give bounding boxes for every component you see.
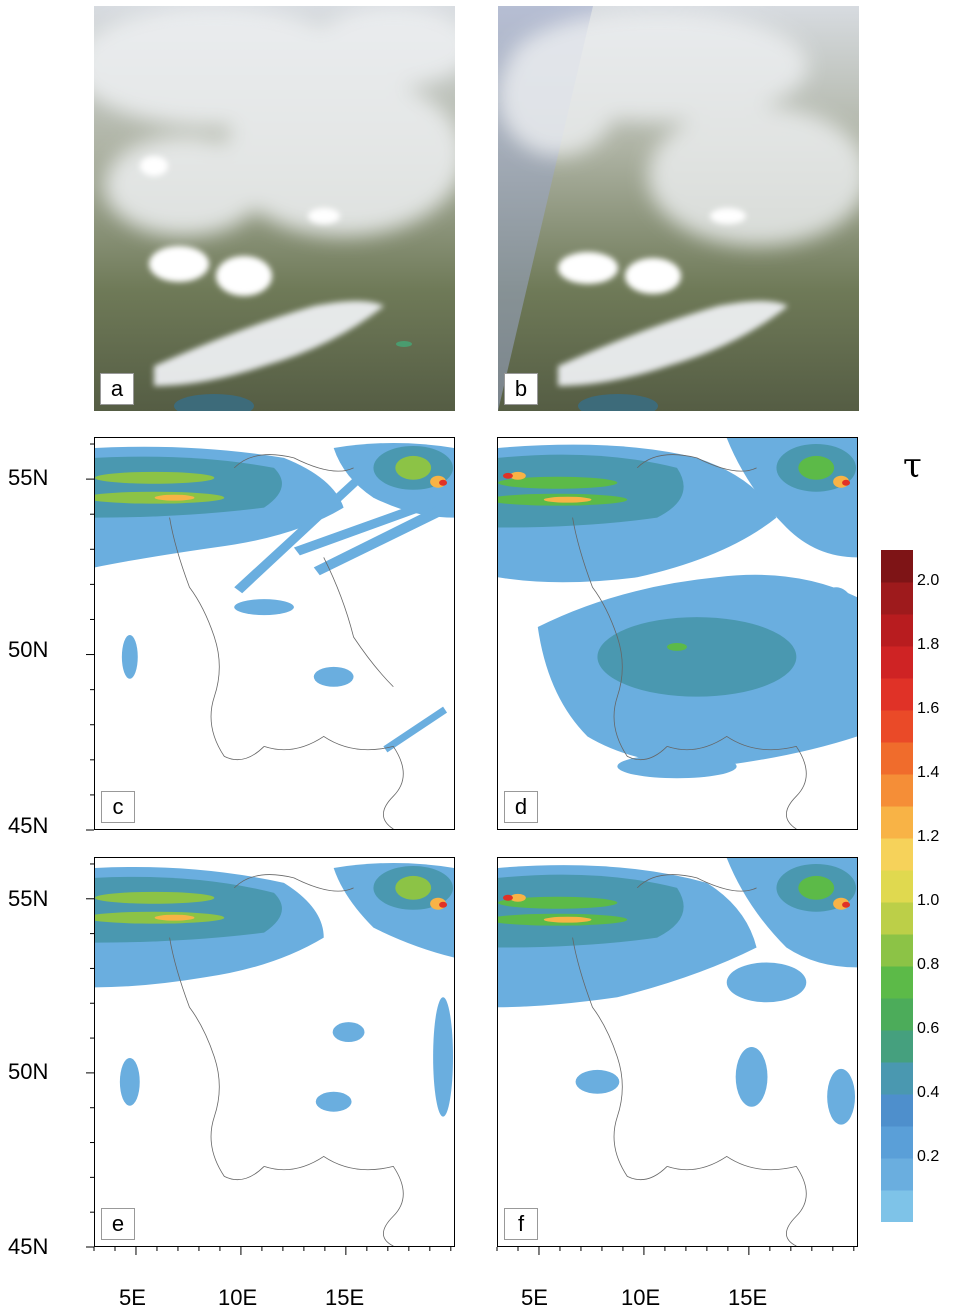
colorbar-segment [881,614,913,647]
map-panel-c: c [94,437,455,830]
colorbar-tick-label: 1.6 [917,700,940,717]
colorbar-segment [881,550,913,583]
panel-label-e: e [101,1208,135,1240]
colorbar-segment [881,806,913,839]
satellite-imagery-a [94,6,455,411]
lon-label-5e-right: 5E [521,1285,548,1310]
colorbar-tick-label: 1.4 [917,764,940,781]
tau-field-d [498,438,857,829]
colorbar-segment [881,998,913,1031]
colorbar-segment [881,1062,913,1095]
colorbar-tick-label: 0.8 [917,956,940,973]
colorbar-title: τ [903,446,922,486]
map-panel-e: e [94,857,455,1247]
colorbar-segment [881,1094,913,1127]
colorbar-tick-label: 0.4 [917,1084,940,1101]
lon-label-5e-left: 5E [119,1285,146,1310]
panel-label-b: b [504,373,538,405]
colorbar-segment [881,646,913,679]
lat-label-50n-top: 50N [8,637,49,662]
colorbar-segment [881,1190,913,1222]
colorbar-tick-label: 0.2 [917,1148,940,1165]
colorbar-segment [881,838,913,871]
colorbar-segment [881,774,913,807]
satellite-imagery-b [498,6,859,411]
tau-field-c [95,442,454,829]
map-panel-d: d [497,437,858,830]
colorbar-tick-label: 1.0 [917,892,940,909]
satellite-image-b: b [498,6,859,411]
tau-field-e [95,862,454,1246]
lat-label-55n-bottom: 55N [8,886,49,911]
lon-label-15e-right: 15E [728,1285,768,1310]
satellite-image-a: a [94,6,455,411]
colorbar-tick-label: 2.0 [917,572,940,589]
colorbar-segment [881,966,913,999]
colorbar-segment [881,710,913,743]
panel-label-f: f [504,1208,538,1240]
lat-label-55n-top: 55N [8,465,49,490]
colorbar-segment [881,678,913,711]
map-panel-f: f [497,857,858,1247]
panel-label-c: c [101,791,135,823]
colorbar-segment [881,902,913,935]
colorbar [881,550,913,1222]
lon-label-15e-left: 15E [325,1285,365,1310]
colorbar-segment [881,1030,913,1063]
lon-label-10e-right: 10E [621,1285,661,1310]
tau-field-f [498,858,857,1246]
colorbar-tick-label: 1.8 [917,636,940,653]
colorbar-tick-label: 1.2 [917,828,940,845]
panel-label-a: a [100,373,134,405]
colorbar-segment [881,870,913,903]
colorbar-tick-label: 0.6 [917,1020,940,1037]
lat-label-45n-bottom: 45N [8,1234,49,1259]
panel-label-d: d [504,791,538,823]
colorbar-segment [881,582,913,615]
lat-label-45n-top: 45N [8,813,49,838]
lat-label-50n-bottom: 50N [8,1059,49,1084]
colorbar-segment [881,1158,913,1191]
colorbar-segment [881,934,913,967]
colorbar-segment [881,742,913,775]
lon-label-10e-left: 10E [218,1285,258,1310]
colorbar-segment [881,1126,913,1159]
